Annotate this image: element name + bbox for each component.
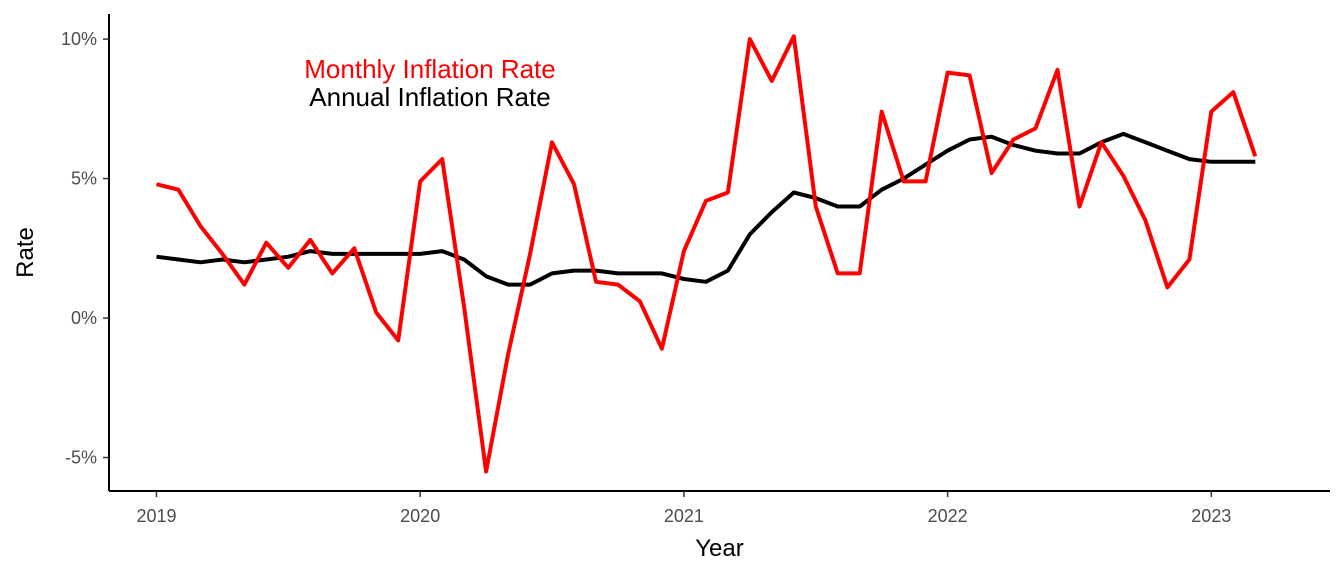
- legend-entry-monthly: Monthly Inflation Rate: [304, 54, 555, 84]
- x-tick-label: 2019: [136, 506, 176, 526]
- y-tick-label: 10%: [61, 29, 97, 49]
- x-tick-label: 2023: [1191, 506, 1231, 526]
- y-axis-title: Rate: [12, 227, 39, 278]
- series-line-monthly: [156, 34, 1258, 474]
- y-axis-ticks: -5% 0% 5% 10%: [61, 29, 109, 468]
- series-line-annual: [156, 131, 1256, 287]
- x-tick-label: 2021: [664, 506, 704, 526]
- x-axis-title: Year: [695, 535, 744, 562]
- series-layer: [156, 34, 1258, 474]
- legend-entry-annual: Annual Inflation Rate: [309, 82, 550, 112]
- y-tick-label: -5%: [65, 448, 97, 468]
- y-tick-label: 5%: [71, 169, 97, 189]
- x-axis-ticks: 2019 2020 2021 2022 2023: [136, 491, 1231, 526]
- legend: Monthly Inflation Rate Annual Inflation …: [304, 54, 555, 112]
- x-tick-label: 2022: [928, 506, 968, 526]
- x-tick-label: 2020: [400, 506, 440, 526]
- y-tick-label: 0%: [71, 308, 97, 328]
